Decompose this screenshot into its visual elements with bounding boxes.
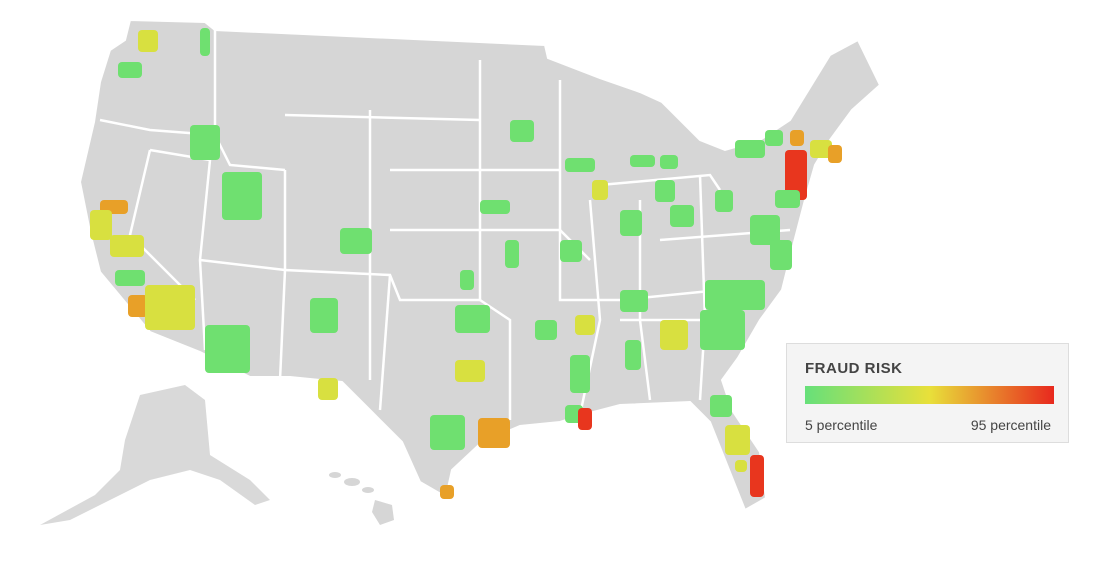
county-highlight <box>138 30 158 52</box>
county-highlight <box>455 305 490 333</box>
county-highlight <box>110 235 144 257</box>
county-highlight <box>145 285 195 330</box>
county-highlight <box>775 190 800 208</box>
county-highlight <box>480 200 510 214</box>
county-highlight <box>765 130 783 146</box>
county-highlight <box>770 240 792 270</box>
county-highlight <box>115 270 145 286</box>
county-highlight <box>790 130 804 146</box>
county-highlight <box>90 210 112 240</box>
county-highlight <box>190 125 220 160</box>
county-highlight <box>128 295 148 317</box>
county-highlight <box>460 270 474 290</box>
legend-min-label: 5 percentile <box>805 417 878 433</box>
alaska <box>40 385 270 525</box>
county-highlight <box>670 205 694 227</box>
legend-gradient <box>805 386 1054 404</box>
county-highlight <box>705 280 765 310</box>
county-highlight <box>535 320 557 340</box>
county-highlight <box>340 228 372 254</box>
hawaii <box>329 472 394 525</box>
county-highlight <box>575 315 595 335</box>
legend: FRAUD RISK 5 percentile 95 percentile <box>786 343 1069 443</box>
county-highlight <box>620 290 648 312</box>
county-highlight <box>735 460 747 472</box>
county-highlight <box>710 395 732 417</box>
county-highlight <box>510 120 534 142</box>
county-highlight <box>118 62 142 78</box>
county-highlight <box>750 215 780 245</box>
county-highlight <box>660 155 678 169</box>
county-highlight <box>478 418 510 448</box>
county-highlights <box>90 28 842 499</box>
county-highlight <box>810 140 832 158</box>
county-highlight <box>750 455 764 497</box>
county-highlight <box>205 325 250 373</box>
county-highlight <box>318 378 338 400</box>
county-highlight <box>200 28 210 56</box>
county-highlight <box>565 158 595 172</box>
county-highlight <box>222 172 262 220</box>
county-highlight <box>785 150 807 200</box>
county-highlight <box>655 180 675 202</box>
county-highlight <box>625 340 641 370</box>
county-highlight <box>620 210 642 236</box>
county-highlight <box>630 155 655 167</box>
county-highlight <box>310 298 338 333</box>
county-highlight <box>725 425 750 455</box>
county-highlight <box>660 320 688 350</box>
county-highlight <box>715 190 733 212</box>
state-borders <box>99 30 791 420</box>
county-highlight <box>560 240 582 262</box>
county-highlight <box>440 485 454 499</box>
county-highlight <box>430 415 465 450</box>
county-highlight <box>578 408 592 430</box>
county-highlight <box>570 355 590 393</box>
county-highlight <box>455 360 485 382</box>
legend-title: FRAUD RISK <box>805 360 903 377</box>
county-highlight <box>592 180 608 200</box>
legend-max-label: 95 percentile <box>970 417 1051 433</box>
county-highlight <box>505 240 519 268</box>
county-highlight <box>735 140 765 158</box>
county-highlight <box>700 310 745 350</box>
county-highlight <box>828 145 842 163</box>
